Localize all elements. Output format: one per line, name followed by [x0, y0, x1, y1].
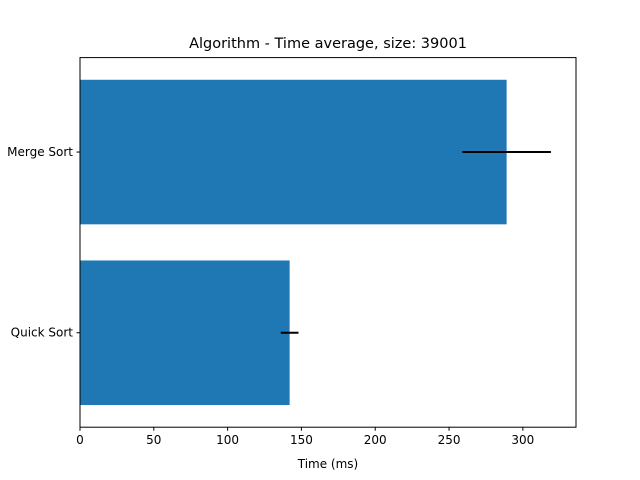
x-tick-label-50: 50: [146, 433, 161, 447]
bar-merge-sort: [80, 79, 507, 225]
y-tick-label-quick-sort: Quick Sort: [11, 326, 74, 340]
plot-frame: [79, 57, 577, 428]
x-tick-label-0: 0: [76, 433, 84, 447]
x-axis: 0 50 100 150 200 250 300: [76, 427, 534, 447]
x-tick-label-100: 100: [216, 433, 239, 447]
chart-title: Algorithm - Time average, size: 39001: [189, 36, 467, 52]
x-tick-label-250: 250: [438, 433, 461, 447]
bars-layer: [80, 79, 507, 406]
x-tick-label-200: 200: [364, 433, 387, 447]
y-axis: Quick Sort Merge Sort: [7, 145, 80, 340]
bar-quick-sort: [80, 260, 290, 406]
error-bars-layer: [280, 151, 551, 334]
y-tick-label-merge-sort: Merge Sort: [7, 145, 73, 159]
x-tick-label-300: 300: [511, 433, 534, 447]
x-tick-label-150: 150: [290, 433, 313, 447]
x-axis-label: Time (ms): [297, 457, 359, 471]
